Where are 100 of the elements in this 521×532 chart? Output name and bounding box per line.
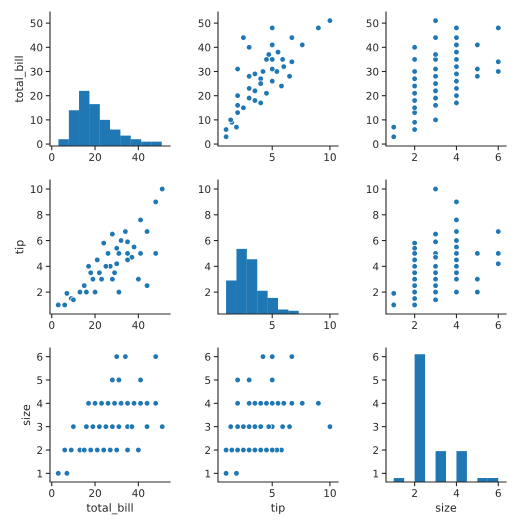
y-tick-label: 10 [198,116,210,124]
point [412,256,418,264]
point [453,78,460,84]
point [55,302,62,308]
point [68,446,74,454]
point [432,238,439,245]
point [114,354,120,360]
point [233,470,240,476]
y-tick-label: 1 [374,470,378,478]
point [453,70,460,78]
point [90,276,96,282]
point [135,446,142,454]
point [122,354,129,360]
point [116,424,122,430]
point [432,263,439,270]
point [453,24,460,32]
point [234,66,241,72]
y-tick-label: 30 [198,68,210,76]
point [326,424,334,430]
y-tick-label: 10 [30,185,42,194]
point [258,100,264,106]
point [286,73,293,80]
point [240,34,247,41]
y-tick-label: 5 [373,376,378,384]
point [453,85,460,92]
point [412,276,418,282]
point [222,470,230,476]
point [260,354,266,360]
point [288,58,295,65]
point [62,302,68,308]
point [88,270,94,276]
point [246,446,252,454]
x-tick-label: 4 [454,489,460,497]
x-tick-label: 5 [270,153,275,162]
point [288,34,295,41]
y-tick-label: 0 [205,140,210,148]
point [269,354,276,360]
point [263,56,270,63]
x-tick-label: 20 [89,321,101,330]
point [474,276,480,282]
y-tick-label: 10 [30,116,42,124]
y-tick-label: 20 [198,92,210,100]
point [135,276,142,282]
point [104,250,112,257]
point [228,116,234,124]
point [432,296,439,303]
point [102,263,110,270]
point [118,400,124,406]
point [124,250,131,257]
x-tick-label: 20 [89,489,101,498]
point [390,290,397,297]
point [263,446,270,454]
point [432,94,439,102]
point [159,186,166,192]
point [152,354,159,360]
point [124,400,131,406]
point [116,250,122,257]
point [233,124,240,130]
point [258,80,264,87]
point [274,49,282,56]
point [269,376,276,384]
point [246,94,252,102]
x-axis-title: total_bill [86,503,133,514]
point [222,446,230,454]
point [390,134,397,140]
y-tick-label: 30 [30,68,42,76]
point [70,296,77,303]
point [234,102,241,108]
point [144,282,150,289]
point [432,116,439,124]
y-tick-label: 4 [36,400,42,408]
point [412,44,418,50]
point [260,68,266,75]
point [114,446,120,454]
point [495,260,502,267]
x-tick-label: 0 [49,153,54,162]
y-tick-label: 4 [36,262,42,270]
point [390,302,397,308]
point [453,56,460,63]
point [453,288,460,296]
point [116,376,122,384]
point [92,400,98,406]
point [246,424,252,430]
point [432,51,439,58]
point [453,270,460,276]
point [246,400,252,406]
point [412,288,418,296]
y-tick-label: 40 [366,44,378,52]
x-tick-label: 10 [324,489,336,498]
point [453,256,460,264]
point [246,85,252,92]
point [453,250,460,257]
point [258,446,264,454]
point [432,102,439,108]
point [412,76,418,82]
point [252,400,258,406]
point [390,124,397,130]
point [453,244,460,250]
y-tick-label: 2 [373,446,378,454]
point [96,424,103,430]
